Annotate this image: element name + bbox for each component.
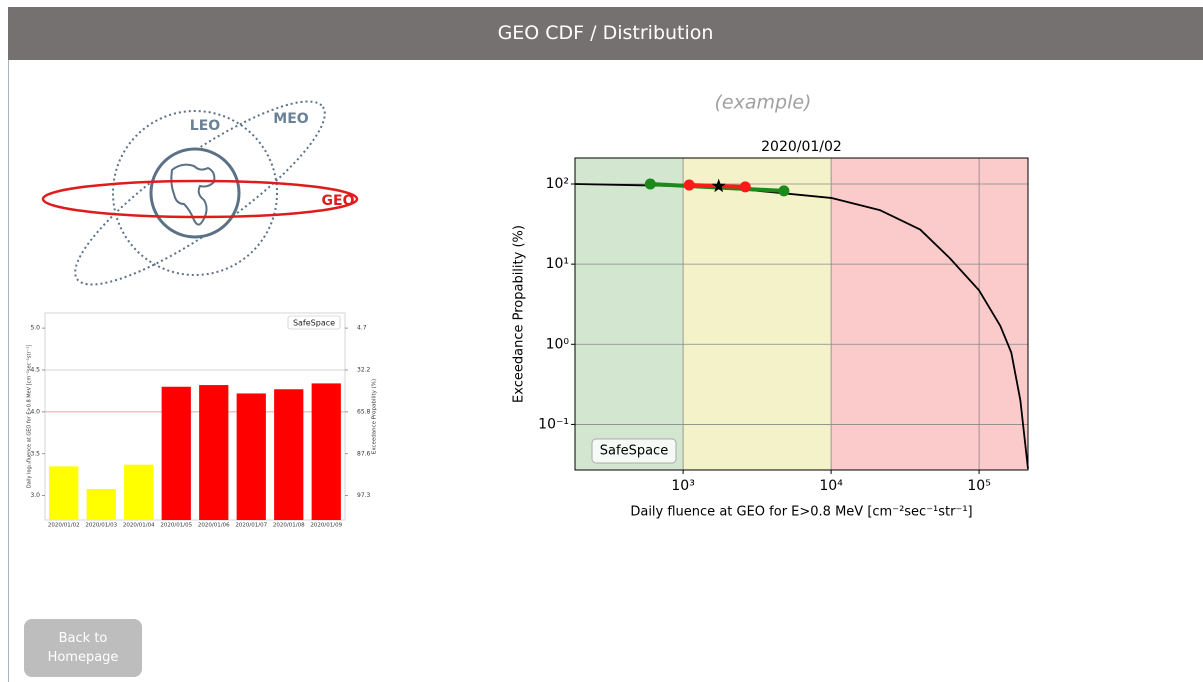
point-marker [684,180,695,191]
legend-label: SafeSpace [293,319,335,328]
x-tick-label: 2020/01/02 [48,523,80,529]
chart-title: 2020/01/02 [761,139,842,155]
y-axis-label: Daily log₁₀fluence at GEO for E>0.8 MeV … [27,345,33,488]
bar [162,387,191,520]
x-tick-label: 2020/01/05 [160,523,192,529]
x-tick-label: 2020/01/06 [198,523,230,529]
orbit-label: MEO [273,111,308,127]
y2-tick-label: 97.3 [357,492,371,499]
globe [151,149,239,237]
button-label: Back to Homepage [47,629,119,667]
bar [87,489,116,520]
page: GEO CDF / Distribution LEO MEO GEO (exam… [0,0,1203,682]
y2-tick-label: 65.8 [357,408,371,415]
caption: (example) [715,92,812,114]
x-axis-label: Daily fluence at GEO for E>0.8 MeV [cm⁻²… [630,505,972,520]
bar [274,389,303,520]
zone [683,158,831,470]
x-tick-label: 2020/01/09 [310,523,342,529]
back-button[interactable]: Back to Homepage [24,619,142,677]
y-axis-label: Exceedance Propability (%) [512,225,527,403]
y2-tick-label: 4.7 [357,325,367,332]
x-tick-label: 10⁵ [967,478,990,494]
orbit-diagram: LEO MEO GEO [43,76,357,310]
content: LEO MEO GEO (example) 3.03.54.04.55.097.… [0,0,1203,682]
bar [237,393,266,520]
y-tick-label: 10⁻¹ [538,416,569,432]
x-tick-label: 2020/01/08 [273,523,305,529]
y-tick-label: 5.0 [30,325,40,332]
y2-tick-label: 32.2 [357,366,371,373]
y-tick-label: 10² [546,176,569,192]
point-marker [740,181,751,192]
bar [199,385,228,520]
y2-axis-label: Exceedance Propability (%) [372,379,378,454]
bar [124,465,153,520]
legend-label: SafeSpace [600,444,668,459]
y-tick-label: 3.0 [30,492,40,499]
x-tick-label: 10³ [671,478,694,494]
orbit-label: GEO [322,193,355,209]
zone [575,158,683,470]
y-tick-label: 10⁰ [546,336,570,352]
y2-tick-label: 87.6 [357,450,371,457]
bar [312,383,341,520]
point-marker [645,178,656,189]
x-tick-label: 2020/01/04 [123,523,155,529]
y-tick-label: 10¹ [546,256,569,272]
point-marker [778,185,789,196]
x-tick-label: 2020/01/03 [85,523,117,529]
x-tick-label: 2020/01/07 [235,523,267,529]
x-tick-label: 10⁴ [819,478,843,494]
orbit-label: LEO [190,118,220,134]
bar [49,466,78,520]
